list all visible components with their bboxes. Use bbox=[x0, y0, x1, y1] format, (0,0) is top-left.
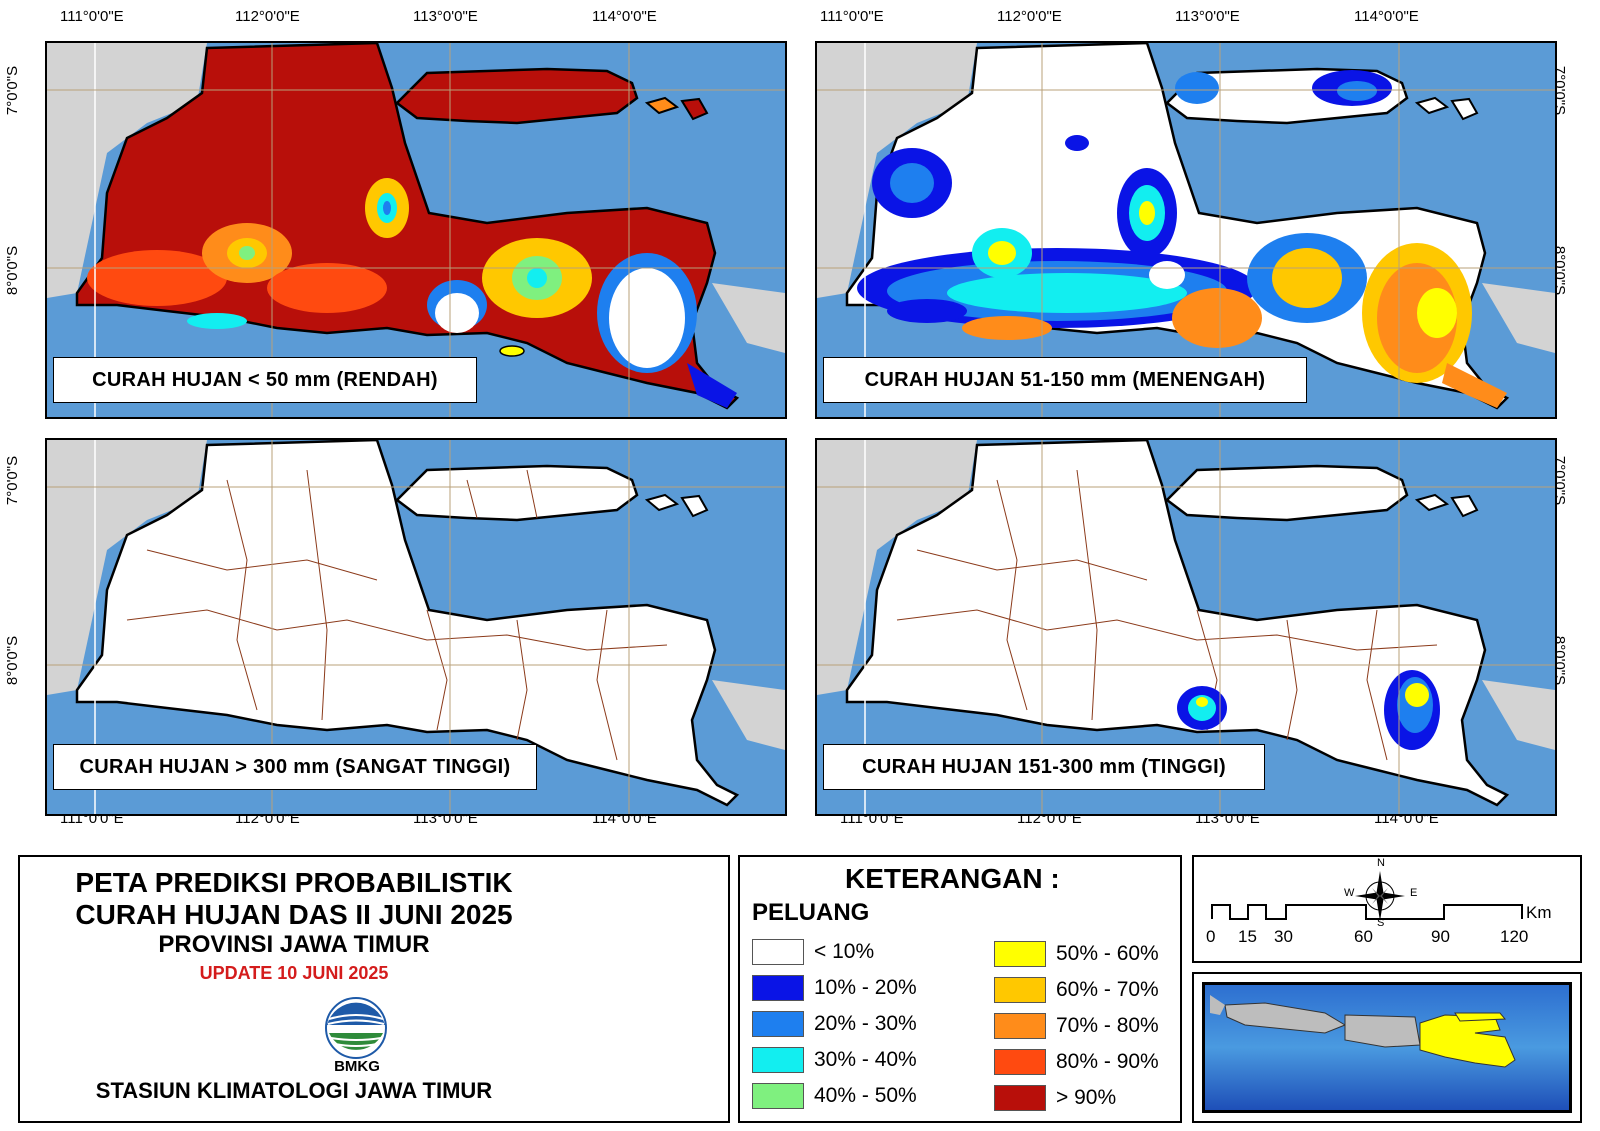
map-panel-menengah: CURAH HUJAN 51-150 mm (MENENGAH) bbox=[815, 41, 1557, 419]
legend-label: 80% - 90% bbox=[1056, 1050, 1159, 1073]
legend-label: > 90% bbox=[1056, 1086, 1117, 1109]
compass-icon bbox=[1352, 863, 1408, 927]
map-title-line3: PROVINSI JAWA TIMUR bbox=[158, 931, 430, 958]
legend-swatch bbox=[752, 1047, 804, 1073]
scale-tick-90: 90 bbox=[1431, 927, 1450, 946]
scale-tick-15: 15 bbox=[1238, 927, 1257, 946]
legend-item: > 90% bbox=[994, 1085, 1116, 1111]
legend-swatch bbox=[994, 1085, 1046, 1111]
lat-label-8-bottom-left: 8°0'0"S bbox=[4, 635, 22, 686]
legend-item: 30% - 40% bbox=[752, 1047, 917, 1073]
legend-label: 30% - 40% bbox=[814, 1048, 917, 1071]
lon-label-111-top-right: 111°0'0"E bbox=[820, 8, 884, 25]
legend-item: 20% - 30% bbox=[752, 1011, 917, 1037]
legend-swatch bbox=[994, 1013, 1046, 1039]
legend-title: KETERANGAN : bbox=[845, 863, 1060, 894]
panel-label-menengah: CURAH HUJAN 51-150 mm (MENENGAH) bbox=[823, 357, 1307, 403]
map-title-line2: CURAH HUJAN DAS II JUNI 2025 bbox=[75, 899, 513, 930]
legend-label: 20% - 30% bbox=[814, 1012, 917, 1035]
lon-label-111-top-left: 111°0'0"E bbox=[60, 8, 124, 25]
legend-label: 10% - 20% bbox=[814, 976, 917, 999]
panel-label-tinggi: CURAH HUJAN 151-300 mm (TINGGI) bbox=[823, 744, 1265, 790]
lat-label-7-top-left: 7°0'0"S bbox=[4, 65, 22, 116]
scale-bar bbox=[1211, 904, 1523, 920]
scale-tick-60: 60 bbox=[1354, 927, 1373, 946]
panel-label-sangat-tinggi: CURAH HUJAN > 300 mm (SANGAT TINGGI) bbox=[53, 744, 537, 790]
lon-label-113-top-right: 113°0'0"E bbox=[1175, 8, 1240, 25]
scale-unit: Km bbox=[1526, 903, 1552, 922]
compass-n-label: N bbox=[1377, 857, 1385, 869]
bmkg-logo-icon bbox=[325, 997, 387, 1059]
lon-label-112-top-left: 112°0'0"E bbox=[235, 8, 300, 25]
lon-label-112-top-right: 112°0'0"E bbox=[997, 8, 1062, 25]
legend-swatch bbox=[752, 1083, 804, 1109]
lat-label-8-top-left: 8°0'0"S bbox=[4, 245, 22, 296]
legend-swatch bbox=[994, 977, 1046, 1003]
legend-subtitle: PELUANG bbox=[752, 899, 870, 926]
lat-label-7-bottom-left: 7°0'0"S bbox=[4, 455, 22, 506]
map-panel-tinggi: CURAH HUJAN 151-300 mm (TINGGI) bbox=[815, 438, 1557, 816]
compass-w-label: W bbox=[1344, 887, 1355, 899]
legend-label: < 10% bbox=[814, 940, 875, 963]
legend-item: 50% - 60% bbox=[994, 941, 1159, 967]
compass-s-label: S bbox=[1377, 917, 1385, 929]
legend-label: 70% - 80% bbox=[1056, 1014, 1159, 1037]
map-title-line1: PETA PREDIKSI PROBABILISTIK bbox=[75, 867, 513, 898]
title-box: PETA PREDIKSI PROBABILISTIK CURAH HUJAN … bbox=[18, 855, 730, 1123]
lon-label-114-top-right: 114°0'0"E bbox=[1354, 8, 1419, 25]
legend-swatch bbox=[994, 1049, 1046, 1075]
map-panel-sangat-tinggi: CURAH HUJAN > 300 mm (SANGAT TINGGI) bbox=[45, 438, 787, 816]
map-panel-rendah: CURAH HUJAN < 50 mm (RENDAH) bbox=[45, 41, 787, 419]
inset-map-box bbox=[1192, 972, 1582, 1123]
legend-item: < 10% bbox=[752, 939, 874, 965]
legend-label: 40% - 50% bbox=[814, 1084, 917, 1107]
legend-label: 50% - 60% bbox=[1056, 942, 1159, 965]
lon-label-113-top-left: 113°0'0"E bbox=[413, 8, 478, 25]
scale-tick-30: 30 bbox=[1274, 927, 1293, 946]
legend-label: 60% - 70% bbox=[1056, 978, 1159, 1001]
bmkg-logo-text: BMKG bbox=[334, 1058, 380, 1075]
legend-box: KETERANGAN : PELUANG < 10% 10% - 20% 20% -… bbox=[738, 855, 1182, 1123]
panel-label-rendah: CURAH HUJAN < 50 mm (RENDAH) bbox=[53, 357, 477, 403]
lon-label-114-top-left: 114°0'0"E bbox=[592, 8, 657, 25]
legend-swatch bbox=[994, 941, 1046, 967]
update-date: UPDATE 10 JUNI 2025 bbox=[199, 963, 389, 983]
legend-swatch bbox=[752, 1011, 804, 1037]
legend-swatch bbox=[752, 975, 804, 1001]
legend-item: 70% - 80% bbox=[994, 1013, 1159, 1039]
scale-tick-0: 0 bbox=[1206, 927, 1216, 946]
legend-item: 60% - 70% bbox=[994, 977, 1159, 1003]
scale-box: N S E W 0 15 30 60 90 120 Km bbox=[1192, 855, 1582, 963]
legend-item: 40% - 50% bbox=[752, 1083, 917, 1109]
scale-tick-120: 120 bbox=[1500, 927, 1529, 946]
legend-swatch bbox=[752, 939, 804, 965]
station-name: STASIUN KLIMATOLOGI JAWA TIMUR bbox=[95, 1078, 493, 1103]
legend-item: 80% - 90% bbox=[994, 1049, 1159, 1075]
inset-map bbox=[1202, 982, 1572, 1113]
compass-e-label: E bbox=[1410, 887, 1418, 899]
legend-item: 10% - 20% bbox=[752, 975, 917, 1001]
